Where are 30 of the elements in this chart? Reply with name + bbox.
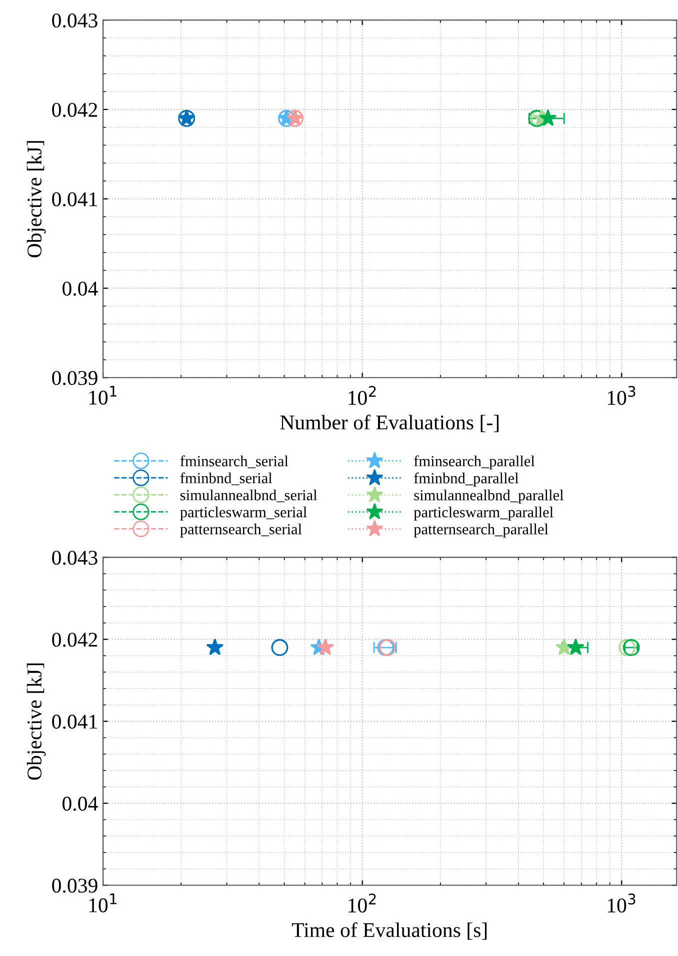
legend-label: patternsearch_serial: [180, 524, 302, 538]
x-tick-label: 10$^{3}$: [608, 894, 636, 913]
x-axis-title: Time of Evaluations [s]: [292, 922, 487, 940]
y-tick-label: 0.039: [52, 370, 98, 386]
x-tick-label: 10$^{3}$: [608, 386, 636, 405]
x-tick-label: 10$^{1}$: [89, 386, 116, 405]
legend-label: particleswarm_serial: [180, 506, 307, 520]
y-tick-label: 0.04: [62, 796, 98, 811]
y-tick-label: 0.042: [52, 102, 98, 117]
y-tick-label: 0.043: [52, 550, 98, 565]
x-axis-title: Number of Evaluations [-]: [280, 414, 499, 432]
legend-label: patternsearch_parallel: [414, 524, 548, 538]
y-tick-label: 0.041: [52, 192, 97, 206]
y-axis-title: Objective [kJ]: [26, 141, 46, 258]
legend-label: fminbnd_serial: [180, 472, 272, 486]
legend-label: simulannealbnd_serial: [180, 490, 318, 502]
legend-label: particleswarm_parallel: [414, 506, 554, 521]
y-tick-label: 0.041: [52, 714, 97, 729]
y-axis-title: Objective [kJ]: [26, 664, 46, 780]
x-tick-label: 10$^{2}$: [348, 894, 376, 913]
legend-label: simulannealbnd_parallel: [414, 490, 564, 504]
y-tick-label: 0.04: [62, 282, 98, 296]
y-tick-label: 0.043: [52, 13, 98, 28]
legend-label: fminbnd_parallel: [414, 472, 519, 486]
y-tick-label: 0.039: [52, 878, 98, 893]
y-tick-label: 0.042: [52, 632, 98, 647]
x-tick-label: 10$^{2}$: [348, 386, 376, 405]
x-tick-label: 10$^{1}$: [89, 894, 116, 912]
legend-label: fminsearch_parallel: [414, 455, 535, 470]
legend-label: fminsearch_serial: [180, 455, 288, 468]
